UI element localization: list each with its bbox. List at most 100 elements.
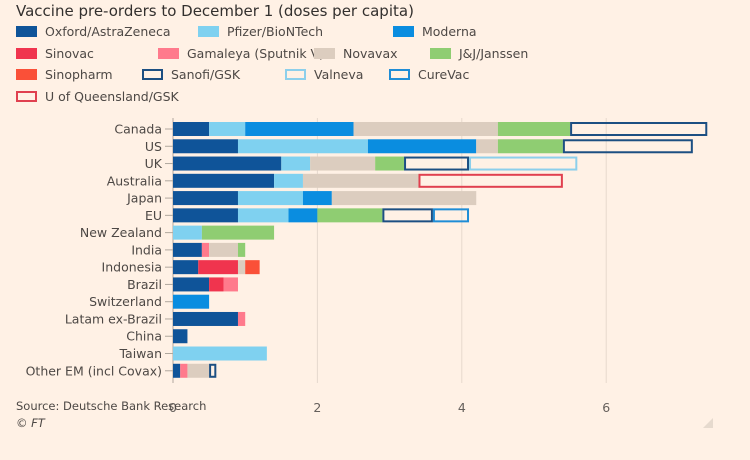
y-category-label: Taiwan	[118, 346, 162, 361]
bar-segment-oxford-astrazeneca	[173, 277, 210, 292]
bar-segment-u-of-queensland-gsk	[418, 173, 563, 188]
y-category-label: Switzerland	[89, 294, 162, 309]
bar-segment-oxford-astrazeneca	[173, 363, 181, 378]
legend-swatch	[16, 47, 37, 59]
bar-segment-oxford-astrazeneca	[173, 260, 199, 275]
copyright: © FT	[16, 416, 45, 430]
bar-segment-valneva	[469, 156, 578, 171]
legend-swatch	[314, 47, 335, 59]
bar-segment-gamaleya-sputnik-v	[180, 363, 188, 378]
bar-segment-j-j-janssen	[375, 156, 405, 171]
source-note: Source: Deutsche Bank Research	[16, 399, 207, 413]
bar-row-us	[173, 139, 693, 154]
bar-segment-pfizer-biontech	[237, 191, 303, 206]
legend-label: CureVac	[418, 67, 470, 82]
bar-segment-sanofi-gsk	[562, 139, 693, 154]
bar-segment-moderna	[302, 191, 332, 206]
bar-segment-gamaleya-sputnik-v	[237, 311, 246, 326]
legend-label: Gamaleya (Sputnik V)	[187, 45, 324, 61]
legend-item-gamaleya-sputnik-v: Gamaleya (Sputnik V)	[158, 46, 324, 61]
bar-segment-moderna	[173, 294, 210, 309]
bar-segment-moderna	[367, 139, 477, 154]
legend-swatch	[430, 47, 451, 59]
bar-segment-pfizer-biontech	[209, 122, 246, 136]
bar-segment-novavax	[209, 242, 238, 257]
legend-item-sanofi-gsk: Sanofi/GSK	[142, 67, 240, 82]
legend-item-moderna: Moderna	[393, 24, 477, 39]
bar-segment-sinovac	[198, 260, 238, 275]
bar-row-indonesia	[173, 260, 260, 275]
bar-segment-novavax	[331, 191, 477, 206]
bar-row-eu	[173, 208, 470, 223]
bar-segment-oxford-astrazeneca	[173, 156, 282, 171]
legend-label: Novavax	[343, 45, 398, 61]
x-axis-labels: 0 2 4 6	[169, 400, 610, 415]
legend-label: Moderna	[422, 24, 477, 39]
bar-segment-pfizer-biontech	[274, 173, 303, 188]
bar-segment-sinovac	[209, 277, 224, 292]
bar-row-canada	[173, 122, 708, 136]
legend-label: Sinopharm	[45, 67, 113, 82]
bar-segment-j-j-janssen	[497, 139, 563, 154]
bar-segment-oxford-astrazeneca	[173, 311, 238, 326]
legend-label: Sanofi/GSK	[171, 67, 241, 82]
bar-segment-sanofi-gsk	[404, 156, 470, 171]
legend-item-j-j-janssen: J&J/Janssen	[430, 46, 528, 61]
x-tick-label: 0	[169, 400, 177, 415]
y-category-label: Japan	[126, 191, 162, 206]
bar-segment-novavax	[476, 139, 498, 154]
bar-segment-novavax	[187, 363, 210, 378]
y-category-label: Canada	[114, 122, 162, 137]
bar-segment-sanofi-gsk	[570, 122, 708, 136]
bar-segment-moderna	[245, 122, 354, 136]
bar-segment-j-j-janssen	[201, 225, 275, 240]
legend-swatch	[16, 90, 37, 102]
bar-segment-pfizer-biontech	[173, 225, 202, 240]
bar-row-brazil	[173, 277, 238, 292]
legend-item-pfizer-biontech: Pfizer/BioNTech	[198, 24, 323, 39]
bar-segment-j-j-janssen	[317, 208, 383, 223]
bar-segment-pfizer-biontech	[237, 139, 368, 154]
bar-segment-moderna	[288, 208, 318, 223]
y-category-label: EU	[145, 208, 162, 223]
bar-segment-novavax	[310, 156, 376, 171]
y-axis-labels: Canada US UK Australia Japan EU New Zealand Ind…	[26, 122, 173, 378]
y-category-label: Other EM (incl Covax)	[26, 363, 162, 378]
bar-segment-gamaleya-sputnik-v	[223, 277, 238, 292]
bar-segment-novavax	[353, 122, 498, 136]
bar-segment-oxford-astrazeneca	[173, 173, 275, 188]
bar-segment-sanofi-gsk	[209, 363, 217, 378]
bar-row-china	[173, 329, 188, 344]
bar-segment-curevac	[432, 208, 470, 223]
y-category-label: New Zealand	[80, 225, 162, 240]
y-category-label: China	[126, 329, 162, 344]
legend-item-u-of-queensland-gsk: U of Queensland/GSK	[16, 89, 179, 104]
chart-title: Vaccine pre-orders to December 1 (doses …	[16, 2, 414, 20]
bar-segment-pfizer-biontech	[237, 208, 289, 223]
legend-item-novavax: Novavax	[314, 46, 398, 61]
legend-item-sinopharm: Sinopharm	[16, 67, 113, 82]
legend-label: Valneva	[314, 67, 364, 82]
legend-swatch	[16, 69, 37, 80]
legend-label: J&J/Janssen	[459, 45, 529, 61]
y-category-label: Australia	[107, 173, 162, 188]
bar-segment-oxford-astrazeneca	[173, 191, 238, 206]
y-category-label: Latam ex-Brazil	[65, 311, 162, 326]
legend-label: U of Queensland/GSK	[45, 88, 179, 104]
bar-segment-sanofi-gsk	[382, 208, 433, 223]
bar-segment-j-j-janssen	[497, 122, 571, 136]
bar-segment-sinopharm	[245, 260, 260, 275]
x-tick-label: 6	[602, 400, 610, 415]
x-tick-label: 2	[313, 400, 321, 415]
bar-row-latam-ex-brazil	[173, 311, 246, 326]
bar-segment-oxford-astrazeneca	[173, 242, 202, 257]
legend-swatch	[389, 69, 410, 80]
legend-item-sinovac: Sinovac	[16, 46, 94, 61]
bar-row-australia	[173, 173, 563, 188]
bar-row-new-zealand	[173, 225, 275, 240]
bars	[173, 122, 708, 378]
legend-swatch	[285, 69, 306, 80]
bar-segment-pfizer-biontech	[173, 346, 267, 361]
bar-segment-oxford-astrazeneca	[173, 122, 210, 136]
